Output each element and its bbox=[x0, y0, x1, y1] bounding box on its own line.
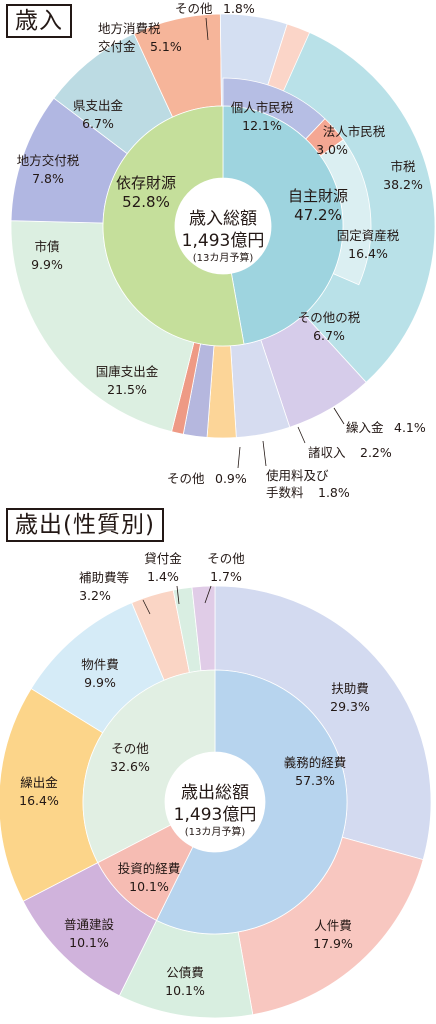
label-exp-futsu-name: 普通建設 bbox=[64, 917, 115, 932]
label-rev-shohizei-val: 5.1% bbox=[150, 39, 182, 54]
label-rev-shohizei-name1: 地方消費税 bbox=[98, 21, 161, 36]
label-exp-hojo-name: 補助費等 bbox=[79, 570, 129, 585]
label-exp-gimu-val: 57.3% bbox=[295, 773, 335, 788]
label-rev-shisai-val: 9.9% bbox=[31, 257, 63, 272]
label-exp-kuridashi-name: 繰出金 bbox=[20, 775, 58, 790]
label-rev-kotei-val: 16.4% bbox=[348, 246, 388, 261]
revenue-center-hole bbox=[175, 178, 271, 274]
label-rev-izon-name: 依存財源 bbox=[116, 174, 176, 192]
label-rev-shisai-name: 市債 bbox=[34, 239, 59, 254]
label-exp-bukken-name: 物件費 bbox=[81, 657, 119, 672]
label-rev-jishu-val: 47.2% bbox=[294, 206, 342, 224]
label-exp-toshi-name: 投資的経費 bbox=[118, 861, 181, 876]
label-rev-izon-val: 52.8% bbox=[122, 193, 170, 211]
label-exp-sonota17-name: その他 bbox=[207, 551, 245, 566]
revenue-center-title: 歳入総額 bbox=[189, 209, 257, 229]
revenue-inner-slice-1 bbox=[102, 105, 245, 347]
label-exp-sonota-inner-val: 32.6% bbox=[110, 759, 150, 774]
label-exp-jinken-name: 人件費 bbox=[314, 918, 352, 933]
revenue-leader-lines bbox=[205, 17, 345, 469]
label-exp-gimu-name: 義務的経費 bbox=[284, 755, 347, 770]
label-rev-kojin-val: 12.1% bbox=[242, 118, 282, 133]
expenditure-donut bbox=[0, 585, 432, 1019]
label-rev-sonota09-name: その他 bbox=[167, 471, 205, 486]
label-rev-sonota18-name: その他 bbox=[175, 1, 213, 16]
label-rev-shizei-name: 市税 bbox=[390, 159, 416, 174]
label-rev-kofuzei-name: 地方交付税 bbox=[17, 153, 80, 168]
label-exp-fujo-val: 29.3% bbox=[330, 699, 370, 714]
revenue-center-note: (13カ月予算) bbox=[193, 251, 254, 264]
label-exp-kuridashi-val: 16.4% bbox=[19, 793, 59, 808]
label-rev-kokko-name: 国庫支出金 bbox=[96, 364, 159, 379]
expenditure-center-title: 歳出総額 bbox=[181, 783, 249, 803]
label-rev-kenshishutsu-name: 県支出金 bbox=[73, 98, 124, 113]
revenue-donut bbox=[10, 13, 436, 439]
label-rev-shoshunyu-name: 諸収入 bbox=[308, 445, 346, 460]
label-exp-kosai-name: 公債費 bbox=[166, 965, 204, 980]
expenditure-heading: 歳出(性質別) bbox=[6, 508, 164, 542]
label-rev-shizei-val: 38.2% bbox=[383, 177, 423, 192]
label-rev-kojin-name: 個人市民税 bbox=[231, 100, 294, 115]
label-exp-sonota-inner-name: その他 bbox=[111, 741, 149, 756]
label-exp-fujo-name: 扶助費 bbox=[331, 681, 369, 696]
revenue-heading: 歳入 bbox=[6, 4, 72, 38]
label-exp-jinken-val: 17.9% bbox=[313, 936, 353, 951]
label-rev-jishu-name: 自主財源 bbox=[288, 187, 348, 205]
expenditure-leader-lines bbox=[142, 585, 212, 615]
expenditure-center-total: 1,493億円 bbox=[174, 805, 257, 825]
label-exp-futsu-val: 10.1% bbox=[69, 935, 109, 950]
label-rev-kurikomi-name: 繰入金 bbox=[346, 420, 384, 435]
label-exp-kashitsuke-name: 貸付金 bbox=[144, 551, 182, 566]
label-rev-kurikomi-val: 4.1% bbox=[394, 420, 426, 435]
label-rev-sonota09-val: 0.9% bbox=[215, 471, 247, 486]
label-rev-shohizei-name2: 交付金 bbox=[98, 39, 136, 54]
label-rev-kotei-name: 固定資産税 bbox=[337, 228, 400, 243]
label-exp-hojo-val: 3.2% bbox=[79, 588, 111, 603]
label-rev-shiyoryo-name1: 使用料及び bbox=[266, 468, 329, 483]
label-rev-hojin-name: 法人市民税 bbox=[323, 124, 386, 139]
label-rev-sonotazei-name: その他の税 bbox=[298, 310, 361, 325]
label-rev-hojin-val: 3.0% bbox=[316, 142, 348, 157]
expenditure-center-note: (13カ月予算) bbox=[185, 825, 246, 838]
expenditure-center-hole bbox=[165, 752, 265, 852]
label-rev-shiyoryo-name2: 手数料 bbox=[266, 485, 304, 500]
label-exp-kashitsuke-val: 1.4% bbox=[147, 569, 179, 584]
label-rev-kenshishutsu-val: 6.7% bbox=[82, 116, 114, 131]
label-rev-kokko-val: 21.5% bbox=[107, 382, 147, 397]
label-rev-sonotazei-val: 6.7% bbox=[313, 328, 345, 343]
label-exp-bukken-val: 9.9% bbox=[84, 675, 116, 690]
label-exp-kosai-val: 10.1% bbox=[165, 983, 205, 998]
label-rev-sonota18-val: 1.8% bbox=[223, 1, 255, 16]
revenue-center-total: 1,493億円 bbox=[182, 231, 265, 251]
label-rev-shiyoryo-val: 1.8% bbox=[318, 485, 350, 500]
label-rev-shoshunyu-val: 2.2% bbox=[360, 445, 392, 460]
label-rev-kofuzei-val: 7.8% bbox=[32, 171, 64, 186]
label-exp-toshi-val: 10.1% bbox=[129, 879, 169, 894]
label-exp-sonota17-val: 1.7% bbox=[210, 569, 242, 584]
